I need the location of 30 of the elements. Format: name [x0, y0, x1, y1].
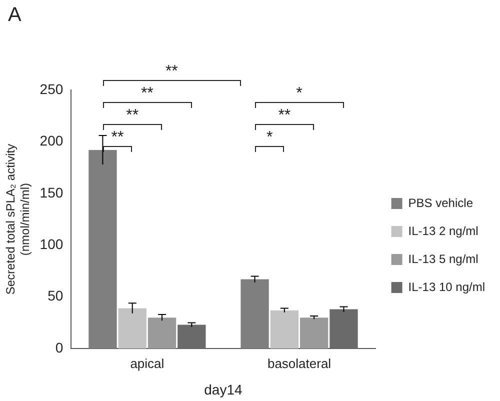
- annotation: *: [265, 129, 274, 147]
- bar: [88, 150, 117, 349]
- legend-label: PBS vehicle: [408, 196, 474, 210]
- y-tick-label: 100: [40, 236, 64, 252]
- y-tick-label: 150: [40, 184, 64, 200]
- x-axis-title: day14: [204, 381, 243, 398]
- x-tick-label: basolateral: [267, 356, 332, 371]
- annotation: *: [295, 85, 304, 103]
- bar: [148, 318, 176, 349]
- legend-label: IL-13 10 ng/ml: [408, 280, 486, 294]
- bar: [270, 310, 299, 349]
- legend-label: IL-13 5 ng/ml: [408, 252, 478, 266]
- bar: [240, 279, 269, 349]
- annotation: **: [110, 129, 125, 147]
- text: **: [164, 63, 179, 81]
- annotation: **: [125, 107, 140, 125]
- y-tick-label: 50: [48, 288, 64, 304]
- bar: [118, 308, 146, 349]
- bar: [178, 324, 206, 349]
- y-tick-label: 200: [40, 132, 64, 149]
- annotation: **: [140, 85, 154, 103]
- bar: [330, 309, 358, 349]
- y-tick-label: 250: [40, 80, 64, 97]
- y-tick-label: 0: [55, 339, 64, 356]
- text: A: [8, 4, 22, 27]
- legend-label: IL-13 2 ng/ml: [408, 224, 478, 238]
- y-axis-title: Secreted total sPLA₂ activity (nmol/min/ml): [4, 144, 32, 295]
- x-tick-label: apical: [130, 356, 164, 371]
- annotation: **: [277, 107, 292, 125]
- bar: [300, 318, 328, 349]
